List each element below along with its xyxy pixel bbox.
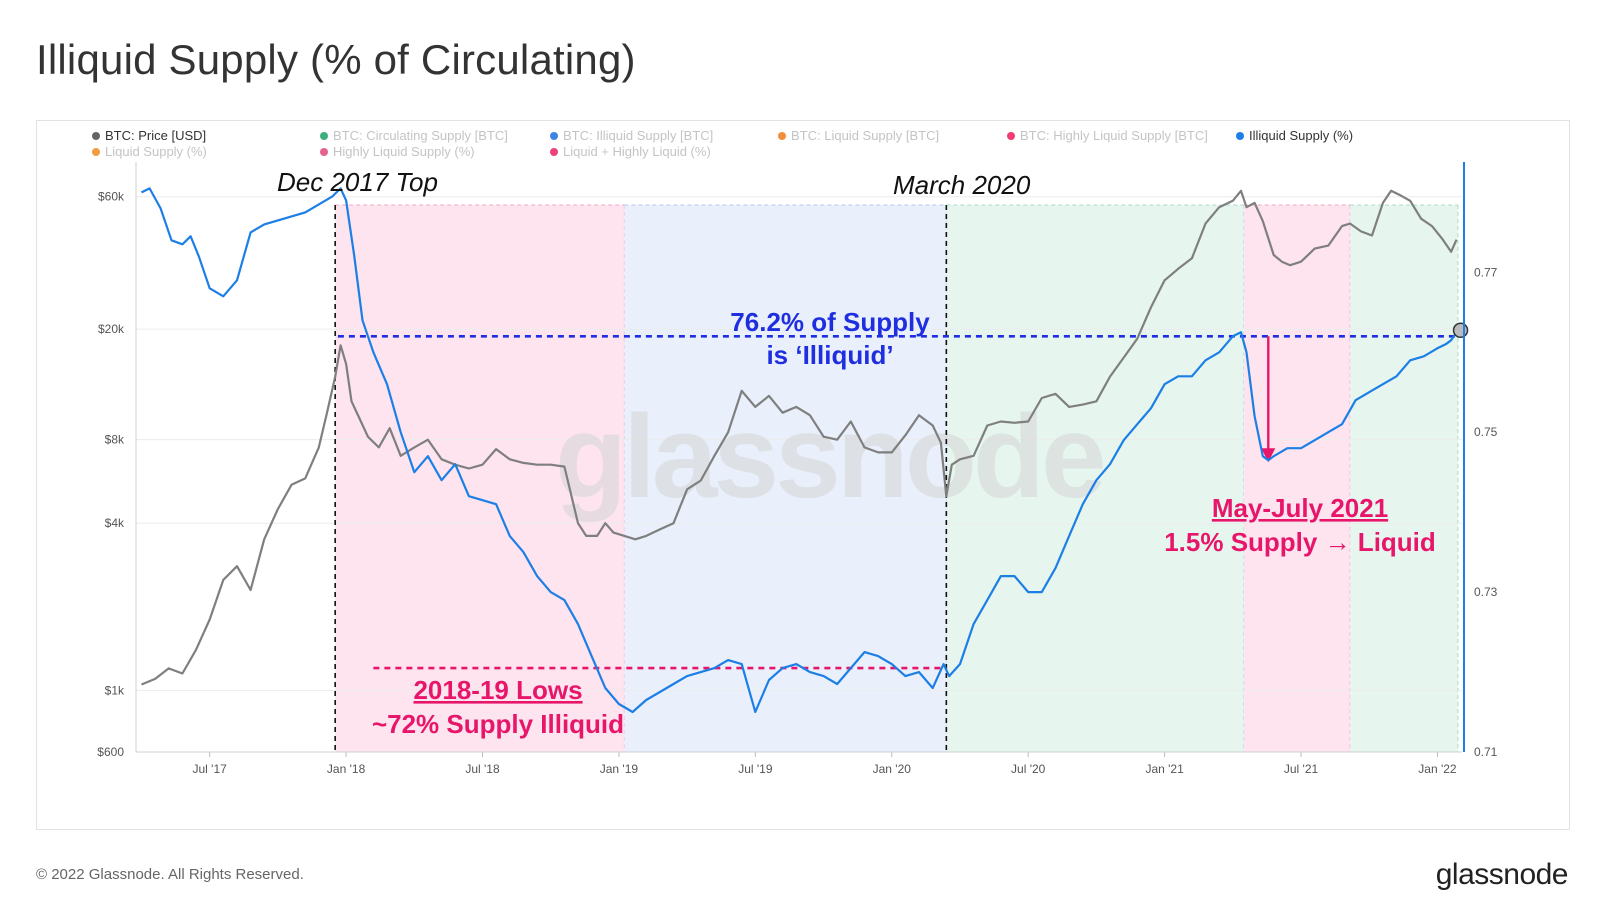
x-tick-label-2: Jul '18 xyxy=(465,762,500,776)
x-tick-label-7: Jan '21 xyxy=(1145,762,1184,776)
chart-legend: BTC: Price [USD] BTC: Circulating Supply … xyxy=(92,128,1353,159)
footer-copyright: © 2022 Glassnode. All Rights Reserved. xyxy=(36,866,304,883)
band-3 xyxy=(1243,205,1351,752)
drop-arrow-head xyxy=(1261,448,1276,463)
page-title: Illiquid Supply (% of Circulating) xyxy=(36,36,636,83)
series-end-marker xyxy=(1452,322,1469,339)
band-2 xyxy=(946,205,1244,752)
price-line xyxy=(141,189,1458,686)
annotation-illiquid-line2: is ‘Illiquid’ xyxy=(766,340,893,370)
y-left-tick-label-2: $4k xyxy=(105,516,125,530)
chart-axes: $600 $1k $4k $8k $20k $60k 0.71 0.73 0.75 0.77 Jul… xyxy=(97,162,1498,776)
legend-label-1: BTC: Circulating Supply [BTC] xyxy=(333,128,508,143)
footer-brand-logo[interactable]: glassnode xyxy=(1435,858,1569,891)
legend-dot-4 xyxy=(1007,132,1015,140)
x-tick-label-3: Jan '19 xyxy=(600,762,639,776)
band-4 xyxy=(1350,205,1458,752)
legend-dot-2 xyxy=(550,132,558,140)
legend-dot-6 xyxy=(92,148,100,156)
x-tick-label-9: Jan '22 xyxy=(1418,762,1457,776)
y-left-tick-label-3: $8k xyxy=(105,433,125,447)
legend-dot-7 xyxy=(320,148,328,156)
y-left-tick-label-1: $1k xyxy=(105,683,125,697)
annotation-illiquid-line1: 76.2% of Supply xyxy=(730,307,930,337)
annotation-may-july-line1: May-July 2021 xyxy=(1212,493,1388,523)
legend-label-6: Liquid Supply (%) xyxy=(105,144,207,159)
legend-dot-5 xyxy=(1236,132,1244,140)
legend-label-2: BTC: Illiquid Supply [BTC] xyxy=(563,128,713,143)
legend-dot-3 xyxy=(778,132,786,140)
legend-label-3: BTC: Liquid Supply [BTC] xyxy=(791,128,939,143)
legend-label-0: BTC: Price [USD] xyxy=(105,128,206,143)
y-right-tick-label-3: 0.77 xyxy=(1474,265,1498,279)
annotation-lows-line2: ~72% Supply Illiquid xyxy=(372,709,624,739)
annotation-dec-2017: Dec 2017 Top xyxy=(277,167,438,197)
y-left-tick-label-4: $20k xyxy=(98,322,125,336)
legend-dot-0 xyxy=(92,132,100,140)
legend-dot-1 xyxy=(320,132,328,140)
x-tick-label-6: Jul '20 xyxy=(1011,762,1046,776)
y-left-tick-label-5: $60k xyxy=(98,190,125,204)
x-tick-label-5: Jan '20 xyxy=(873,762,912,776)
legend-label-8: Liquid + Highly Liquid (%) xyxy=(563,144,711,159)
y-right-tick-label-2: 0.75 xyxy=(1474,425,1498,439)
legend-dot-8 xyxy=(550,148,558,156)
band-0 xyxy=(335,205,625,752)
annotation-may-july-line2: 1.5% Supply → Liquid xyxy=(1164,527,1436,557)
illiquid-supply-line xyxy=(141,187,1458,714)
chart-bands xyxy=(335,204,1459,752)
y-left-tick-label-0: $600 xyxy=(97,745,124,759)
x-tick-label-8: Jul '21 xyxy=(1284,762,1319,776)
x-tick-label-0: Jul '17 xyxy=(193,762,228,776)
legend-label-7: Highly Liquid Supply (%) xyxy=(333,144,475,159)
band-1 xyxy=(624,205,947,752)
y-right-tick-label-1: 0.73 xyxy=(1474,585,1498,599)
annotation-lows-line1: 2018-19 Lows xyxy=(413,675,582,705)
legend-label-4: BTC: Highly Liquid Supply [BTC] xyxy=(1020,128,1208,143)
legend-label-5: Illiquid Supply (%) xyxy=(1249,128,1353,143)
watermark: glassnode xyxy=(555,391,1103,523)
y-right-tick-label-0: 0.71 xyxy=(1474,745,1498,759)
annotation-march-2020: March 2020 xyxy=(893,170,1031,200)
x-tick-label-4: Jul '19 xyxy=(738,762,773,776)
x-tick-label-1: Jan '18 xyxy=(327,762,366,776)
